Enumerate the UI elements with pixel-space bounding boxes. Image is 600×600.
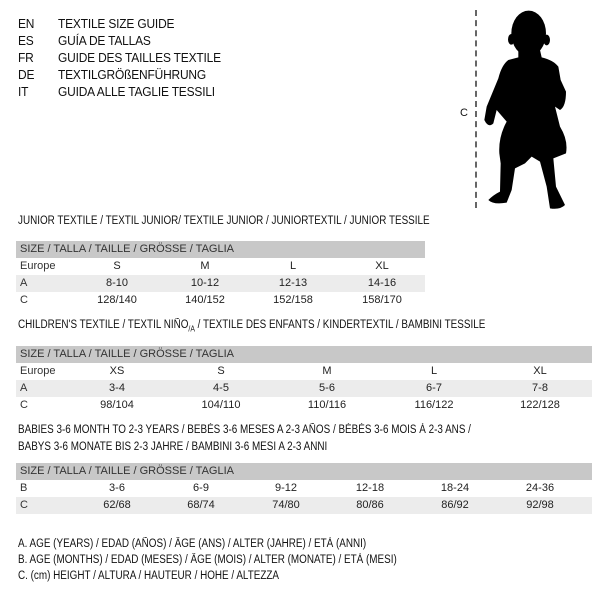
heading-main: CHILDREN'S TEXTILE / TEXTIL NIÑO — [18, 319, 189, 331]
table-cell: S — [217, 365, 225, 377]
table-cell: 98/104 — [100, 399, 134, 411]
table-cell: 6-7 — [426, 382, 442, 394]
title-es: GUÍA DE TALLAS — [58, 33, 151, 48]
height-measure-line — [475, 10, 477, 208]
table-cell: 24-36 — [525, 482, 555, 494]
children-size-table: SIZE / TALLA / TAILLE / GRÖSSE / TAGLIA … — [16, 346, 592, 414]
babies-heading-line1: BABIES 3-6 MONTH TO 2-3 YEARS / BEBÉS 3-… — [18, 424, 471, 436]
junior-size-table: SIZE / TALLA / TAILLE / GRÖSSE / TAGLIA … — [16, 241, 425, 309]
table-row: Europe XS S M L XL — [16, 363, 592, 380]
table-cell: L — [430, 365, 438, 377]
table-row: C 128/140 140/152 152/158 158/170 — [16, 292, 425, 309]
children-heading: CHILDREN'S TEXTILE / TEXTIL NIÑO/A / TEX… — [18, 319, 485, 333]
table-cell: 5-6 — [319, 382, 335, 394]
row-label: A — [20, 277, 28, 289]
table-cell: 158/170 — [362, 294, 402, 306]
lang-code-fr: FR — [18, 50, 34, 65]
table-cell: 6-9 — [193, 482, 209, 494]
table-row: A 8-10 10-12 12-13 14-16 — [16, 275, 425, 292]
table-cell: M — [200, 260, 210, 272]
table-cell: 128/140 — [97, 294, 137, 306]
legend-a: A. AGE (YEARS) / EDAD (AÑOS) / ÂGE (ANS)… — [18, 538, 367, 550]
table-cell: 122/128 — [520, 399, 560, 411]
lang-code-de: DE — [18, 67, 35, 82]
table-cell: XL — [533, 365, 547, 377]
table-cell: L — [289, 260, 297, 272]
table-row: A 3-4 4-5 5-6 6-7 7-8 — [16, 380, 592, 397]
table-cell: 10-12 — [190, 277, 220, 289]
heading-rest: / TEXTILE DES ENFANTS / KINDERTEXTIL / B… — [194, 319, 486, 331]
table-cell: 9-12 — [274, 482, 298, 494]
table-cell: 18-24 — [440, 482, 470, 494]
height-measure-label: C — [460, 107, 468, 119]
table-cell: 74/80 — [272, 499, 300, 511]
table-header: SIZE / TALLA / TAILLE / GRÖSSE / TAGLIA — [16, 241, 425, 258]
row-label: A — [20, 382, 28, 394]
legend-b: B. AGE (MONTHS) / EDAD (MESES) / ÂGE (MO… — [18, 554, 397, 566]
table-cell: 140/152 — [185, 294, 225, 306]
title-fr: GUIDE DES TAILLES TEXTILE — [58, 50, 221, 65]
row-label: B — [20, 482, 28, 494]
table-cell: 68/74 — [187, 499, 215, 511]
table-cell: 104/110 — [201, 399, 241, 411]
heading-sub: /A — [188, 324, 195, 334]
table-row: C 98/104 104/110 110/116 116/122 122/128 — [16, 397, 592, 414]
table-cell: 62/68 — [103, 499, 131, 511]
table-cell: S — [113, 260, 121, 272]
table-cell: 116/122 — [414, 399, 454, 411]
table-cell: 92/98 — [526, 499, 554, 511]
row-label: Europe — [20, 365, 56, 377]
table-row: B 3-6 6-9 9-12 12-18 18-24 24-36 — [16, 480, 592, 497]
table-cell: 4-5 — [213, 382, 229, 394]
junior-heading: JUNIOR TEXTILE / TEXTIL JUNIOR/ TEXTILE … — [18, 215, 430, 227]
row-label: Europe — [20, 260, 56, 272]
table-row: Europe S M L XL — [16, 258, 425, 275]
table-cell: 152/158 — [273, 294, 313, 306]
lang-code-en: EN — [18, 16, 35, 31]
table-cell: 3-4 — [109, 382, 125, 394]
table-cell: XS — [109, 365, 125, 377]
babies-size-table: SIZE / TALLA / TAILLE / GRÖSSE / TAGLIA … — [16, 463, 592, 514]
legend-c: C. (cm) HEIGHT / ALTURA / HAUTEUR / HÖHE… — [18, 570, 280, 582]
table-cell: 12-13 — [278, 277, 308, 289]
table-cell: 80/86 — [356, 499, 384, 511]
table-cell: 8-10 — [105, 277, 129, 289]
table-cell: XL — [375, 260, 389, 272]
table-row: C 62/68 68/74 74/80 80/86 86/92 92/98 — [16, 497, 592, 514]
table-cell: 14-16 — [367, 277, 397, 289]
row-label: C — [20, 499, 28, 511]
table-cell: 110/116 — [307, 399, 347, 411]
row-label: C — [20, 399, 28, 411]
table-cell: 7-8 — [532, 382, 548, 394]
table-header: SIZE / TALLA / TAILLE / GRÖSSE / TAGLIA — [16, 463, 592, 480]
table-cell: 86/92 — [441, 499, 469, 511]
lang-code-es: ES — [18, 33, 34, 48]
title-it: GUIDA ALLE TAGLIE TESSILI — [58, 84, 215, 99]
table-cell: 12-18 — [355, 482, 385, 494]
title-en: TEXTILE SIZE GUIDE — [58, 16, 175, 31]
child-silhouette-icon — [484, 10, 567, 209]
table-cell: 3-6 — [109, 482, 125, 494]
row-label: C — [20, 294, 28, 306]
title-de: TEXTILGRÖßENFÜHRUNG — [58, 67, 207, 82]
babies-heading-line2: BABYS 3-6 MONATE BIS 2-3 JAHRE / BAMBINI… — [18, 441, 328, 453]
table-header: SIZE / TALLA / TAILLE / GRÖSSE / TAGLIA — [16, 346, 592, 363]
lang-code-it: IT — [18, 84, 29, 99]
table-cell: M — [322, 365, 332, 377]
